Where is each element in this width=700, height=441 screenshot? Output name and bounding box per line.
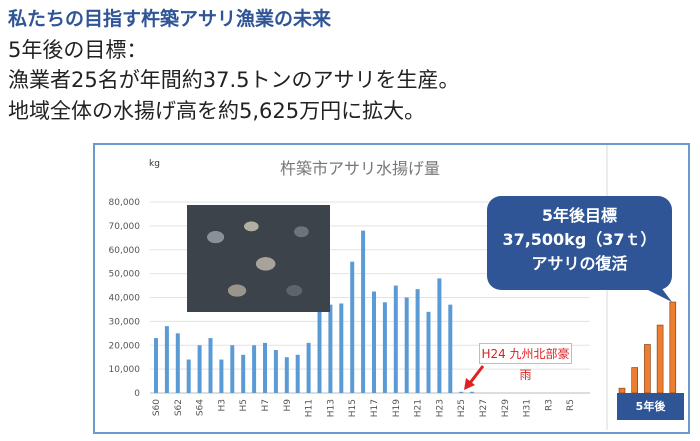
y-tick-label: 80,000 — [109, 198, 141, 208]
bar-H7 — [263, 342, 267, 393]
x-tick-label: H11 — [305, 399, 315, 417]
bar-H3 — [219, 359, 224, 393]
arrow-head-icon — [464, 378, 475, 390]
y-tick-label: 70,000 — [109, 222, 141, 232]
target-label: 5年後 — [617, 393, 684, 420]
x-tick-label: H15 — [348, 399, 358, 417]
y-tick-label: 40,000 — [109, 294, 141, 304]
y-unit-label: kg — [149, 159, 160, 169]
x-tick-label: S64 — [196, 399, 206, 416]
chart-title: 杵築市アサリ水揚げ量 — [280, 159, 440, 178]
y-tick-label: 30,000 — [109, 317, 141, 327]
x-tick-label: H3 — [217, 399, 227, 412]
page-title: 私たちの目指す杵築アサリ漁業の未来 — [8, 8, 332, 30]
x-tick-label: H5 — [239, 399, 249, 412]
bar-S63 — [186, 359, 191, 393]
x-tick-label: H19 — [392, 399, 402, 417]
x-tick-label: H31 — [523, 399, 533, 417]
bar-S61 — [164, 326, 169, 393]
bar-H14 — [339, 303, 344, 393]
x-tick-label: H23 — [435, 399, 445, 417]
bar-H17 — [372, 291, 376, 393]
bar-H24 — [448, 304, 453, 393]
x-tick-label: H7 — [261, 399, 271, 412]
goal-revenue: 地域全体の水揚げ高を約5,625万円に拡大。 — [8, 99, 426, 123]
bar-S64 — [197, 345, 202, 393]
chart-frame — [93, 143, 690, 434]
arrow-line — [468, 365, 485, 384]
callout-line: 5年後目標 — [541, 206, 618, 225]
target-bar — [631, 367, 639, 394]
x-tick-label: H25 — [457, 399, 467, 417]
bar-H21 — [415, 289, 420, 393]
bar-H23 — [437, 278, 442, 393]
bar-H13 — [328, 304, 333, 393]
x-tick-label: H17 — [370, 399, 380, 417]
x-tick-label: H29 — [501, 399, 511, 417]
callout-tail — [640, 286, 672, 302]
bar-H25 — [459, 391, 464, 393]
y-tick-label: 10,000 — [109, 365, 141, 375]
goal-production: 漁業者25名が年間約37.5トンのアサリを生産。 — [8, 68, 460, 92]
x-tick-label: H13 — [326, 399, 336, 417]
bar-H19 — [393, 285, 398, 393]
target-bar — [656, 324, 664, 394]
bar-H26 — [470, 391, 475, 393]
x-tick-label: S62 — [174, 399, 184, 416]
y-tick-label: 0 — [134, 389, 140, 399]
y-tick-label: 60,000 — [109, 246, 141, 256]
bar-H6 — [252, 345, 257, 393]
bar-H20 — [404, 297, 409, 393]
clam-photo — [187, 205, 330, 312]
bar-H12 — [317, 302, 322, 393]
bar-H11 — [306, 342, 311, 393]
callout-line: アサリの復活 — [531, 254, 628, 273]
target-bar — [644, 344, 651, 394]
x-tick-label: H9 — [283, 399, 293, 412]
bar-H18 — [382, 302, 387, 393]
target-bar — [669, 301, 677, 394]
x-tick-label: R3 — [544, 399, 554, 411]
bar-H15 — [350, 261, 355, 393]
bar-H8 — [273, 350, 278, 393]
bar-H22 — [426, 311, 431, 393]
x-tick-label: R5 — [566, 399, 576, 411]
bar-S62 — [175, 333, 180, 393]
y-tick-label: 20,000 — [109, 341, 141, 351]
bar-H10 — [295, 354, 300, 393]
target-callout: 5年後目標 37,500kg（37ｔ） アサリの復活 — [487, 196, 672, 290]
bar-H4 — [230, 345, 235, 393]
x-tick-label: H27 — [479, 399, 489, 417]
bar-H2 — [208, 338, 213, 393]
bar-H16 — [361, 230, 366, 393]
x-tick-label: H21 — [414, 399, 424, 417]
goal-heading: 5年後の目標： — [8, 38, 148, 62]
callout-line: 37,500kg（37ｔ） — [502, 230, 657, 249]
y-tick-label: 50,000 — [109, 270, 141, 280]
bar-H9 — [284, 357, 289, 393]
event-annotation: H24 九州北部豪雨 — [479, 343, 572, 382]
bar-H5 — [241, 354, 246, 393]
bar-S60 — [154, 338, 158, 393]
x-tick-label: S60 — [152, 399, 162, 416]
